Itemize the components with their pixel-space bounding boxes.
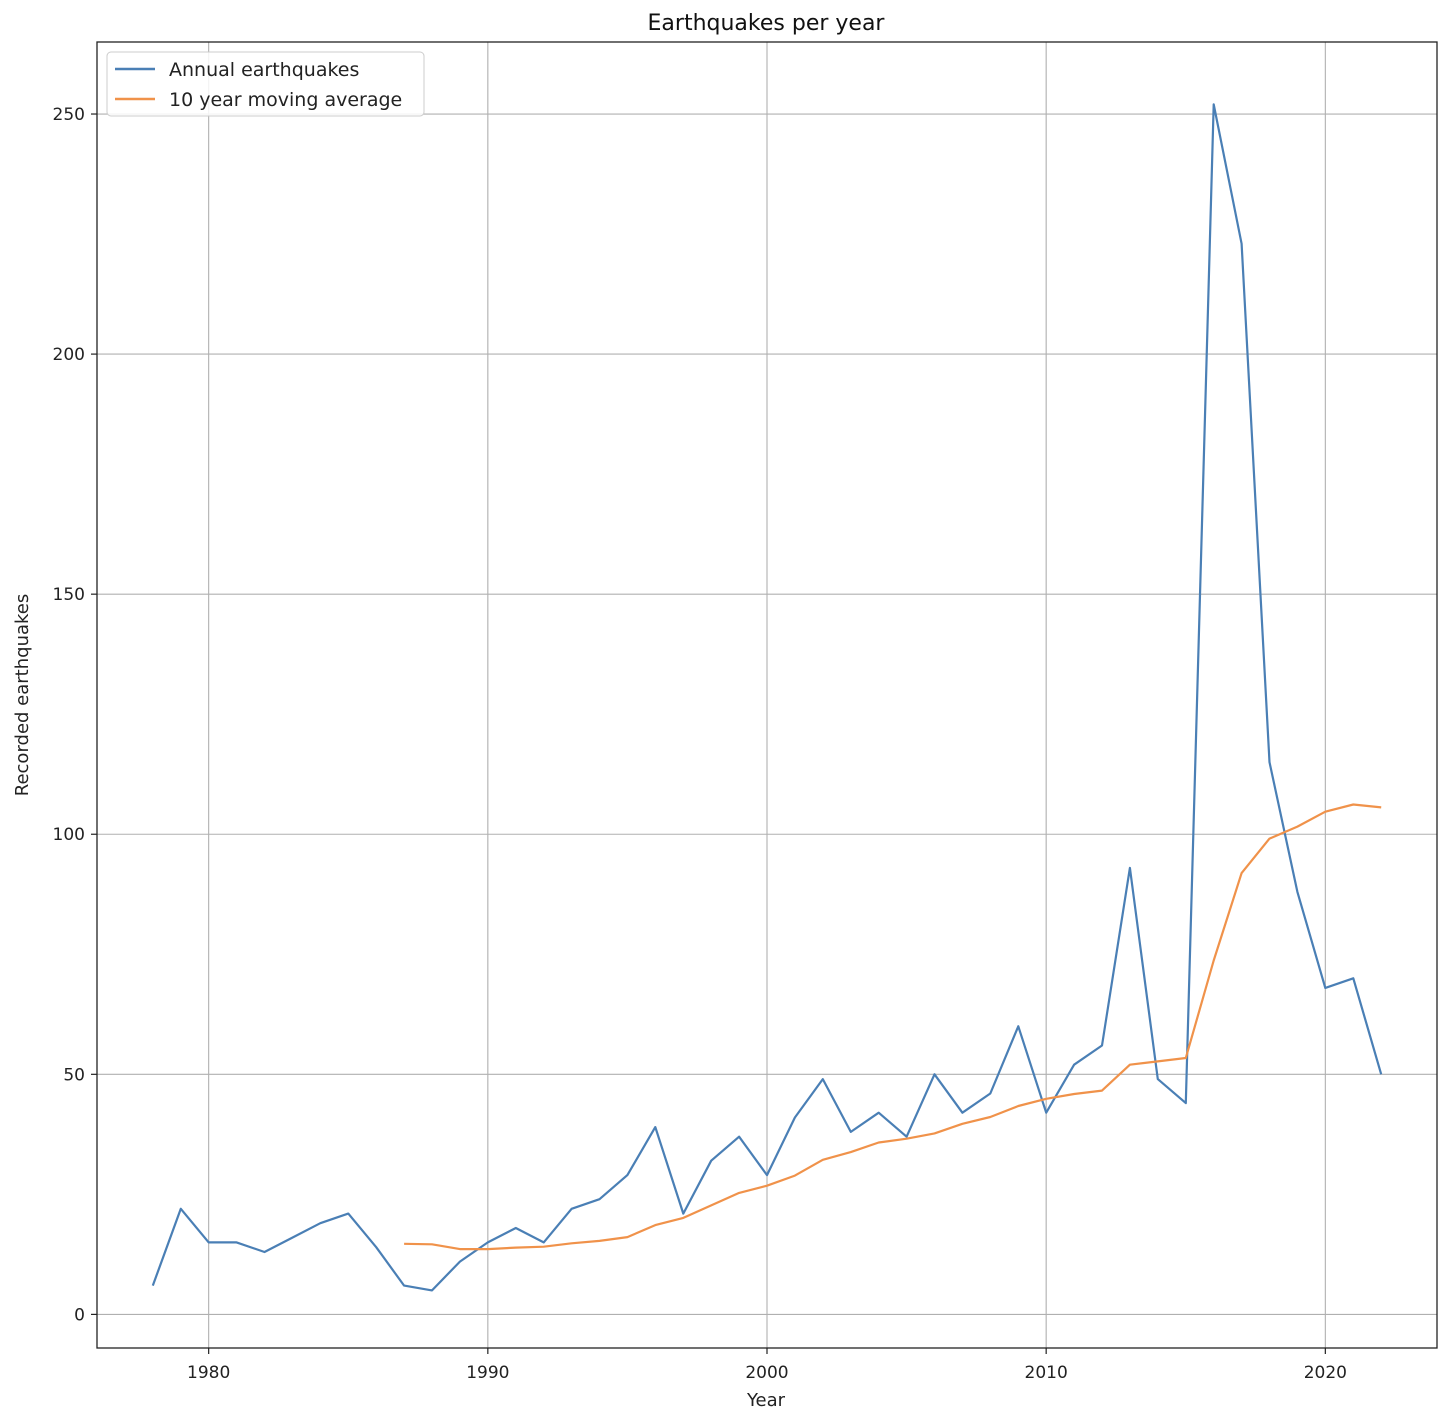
series-layer xyxy=(151,103,1383,1292)
y-tick-label: 0 xyxy=(74,1305,85,1325)
x-tick-label: 1990 xyxy=(466,1363,509,1383)
y-tick-label: 200 xyxy=(53,345,85,365)
x-tick-label: 2010 xyxy=(1025,1363,1068,1383)
y-axis-title: Recorded earthquakes xyxy=(12,594,33,796)
x-axis-title: Year xyxy=(746,1390,786,1411)
x-axis-ticks: 1980 1990 2000 2010 2020 xyxy=(187,1348,1347,1383)
y-tick-label: 100 xyxy=(53,825,85,845)
series-line-1 xyxy=(151,103,1383,1292)
legend-label-1: Annual earthquakes xyxy=(169,59,359,81)
y-axis-ticks: 0 50 100 150 200 250 xyxy=(53,105,97,1325)
y-tick-label: 250 xyxy=(53,105,85,125)
legend-label-2: 10 year moving average xyxy=(169,89,402,111)
chart-title: Earthquakes per year xyxy=(648,11,886,36)
series-line-2 xyxy=(404,803,1382,1251)
y-tick-label: 150 xyxy=(53,585,85,605)
x-tick-label: 2000 xyxy=(745,1363,788,1383)
y-tick-label: 50 xyxy=(63,1065,85,1085)
legend-box xyxy=(106,51,425,117)
x-tick-label: 1980 xyxy=(187,1363,230,1383)
legend: Annual earthquakes 10 year moving average xyxy=(106,51,425,117)
x-tick-label: 2020 xyxy=(1304,1363,1347,1383)
